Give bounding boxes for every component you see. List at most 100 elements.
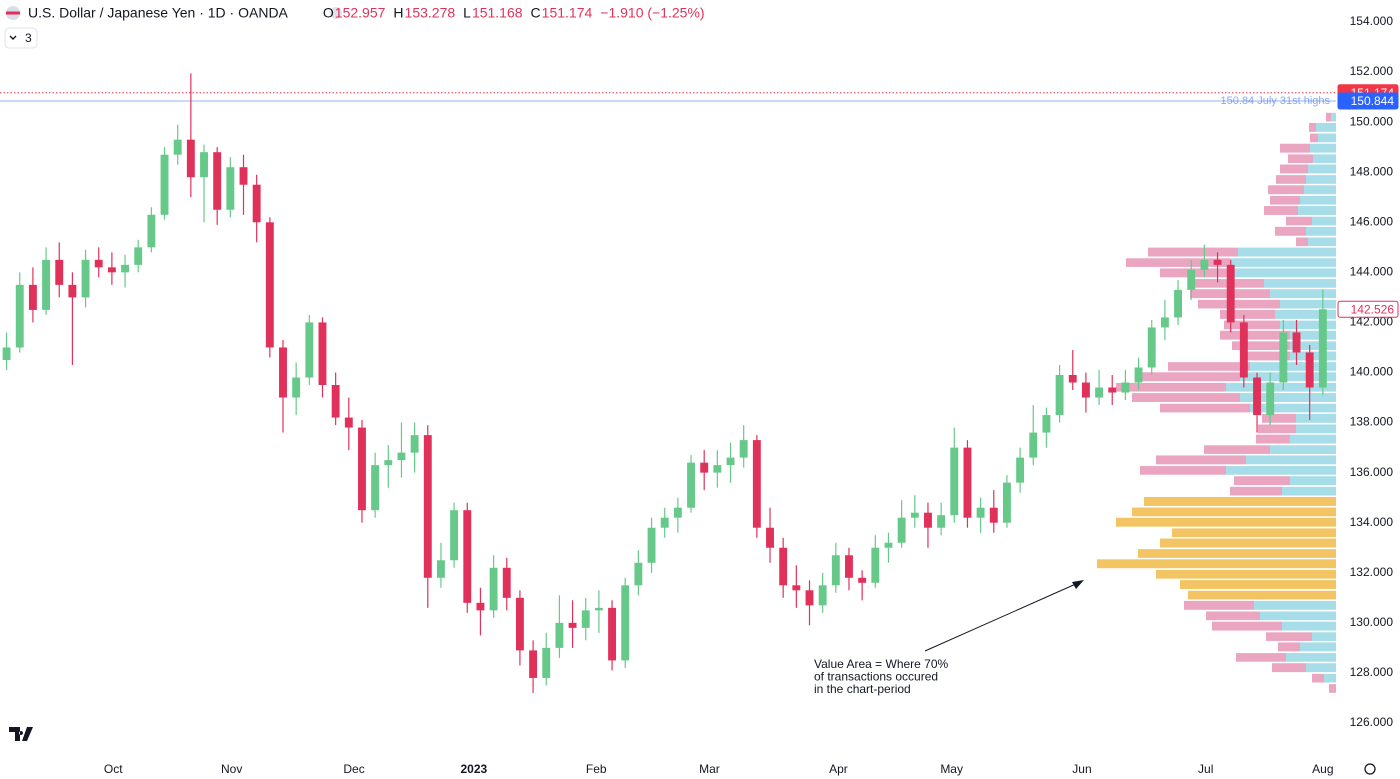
settings-icon[interactable] [1364,763,1376,775]
annotation-text: Value Area = Where 70% [814,657,949,671]
candle-body [963,447,972,518]
candle-body [292,377,301,398]
profile-down [1172,528,1254,538]
x-tick-label: Jun [1072,762,1091,776]
profile-down [1144,496,1240,506]
candle-body [1016,457,1025,483]
candle-body [871,547,880,583]
candle-body [660,517,669,528]
candle-body [687,462,695,508]
profile-up [1312,632,1336,641]
profile-down [1126,258,1230,267]
candle-body [700,462,709,473]
profile-up [1324,673,1336,683]
candle-body [186,139,195,178]
profile-up [1290,341,1336,351]
candle-body [542,647,551,678]
profile-down [1220,309,1275,319]
tradingview-logo[interactable] [9,727,33,741]
candle-body [450,510,459,561]
profile-up [1282,486,1336,496]
candle-body [608,607,617,661]
candle-body [1292,332,1301,353]
profile-up [1230,258,1336,267]
candle-body [1200,259,1209,270]
price-plot: 150.84 July 31st highs [0,73,1336,693]
candle-body [568,622,577,628]
candle-body [107,267,116,273]
candle-body [384,460,393,466]
profile-up [1238,247,1336,257]
profile-up [1275,309,1336,319]
candle-body [1266,382,1275,416]
profile-down [1184,600,1254,610]
x-tick-label: May [940,762,963,776]
candle-body [594,607,603,611]
profile-up [1234,507,1336,517]
candle-body [265,222,274,348]
candle-body [1239,322,1248,378]
candle-body [779,547,788,586]
ohlc-value: 152.957 [335,5,386,21]
profile-up [1248,538,1336,548]
profile-up [1264,279,1336,288]
candle-body [752,440,761,528]
profile-down [1168,362,1250,371]
y-tick-label: 152.000 [1350,64,1394,78]
profile-down [1312,673,1324,683]
profile-down [1236,653,1286,662]
candle-body [845,555,853,578]
profile-down [1256,434,1290,444]
profile-down [1160,538,1248,548]
candle-body [279,347,287,398]
profile-down [1258,424,1296,434]
candle-body [989,507,998,523]
x-tick-label: Mar [699,762,720,776]
candle-body [621,585,630,661]
candle-body [239,167,248,185]
profile-down [1240,351,1290,361]
candle-body [121,264,129,273]
y-tick-label: 140.000 [1350,365,1394,379]
candle-body [581,610,590,628]
profile-up [1226,382,1336,392]
annotation-text: in the chart-period [814,682,911,696]
candle-body [423,435,432,578]
candle-body [81,259,90,298]
candle-body [15,284,24,348]
ohlc-label: H [393,5,403,21]
profile-up [1226,517,1336,527]
profile-down [1272,663,1306,673]
profile-down [1204,445,1270,454]
candle-body [213,152,222,210]
profile-down [1296,237,1308,247]
y-tick-label: 146.000 [1350,214,1394,228]
profile-down [1156,569,1246,579]
profile-up [1290,330,1336,340]
profile-down [1310,133,1318,143]
x-tick-label: 2023 [461,762,488,776]
profile-up [1232,268,1336,278]
y-tick-label: 134.000 [1350,515,1394,529]
candle-body [28,284,37,310]
candle-body [726,457,735,466]
candle-body [1187,269,1196,290]
indicator-toggle[interactable] [4,27,38,49]
candle-body [673,507,682,518]
ohlc-value: 151.168 [472,5,523,21]
x-tick-label: Dec [343,762,364,776]
profile-up [1246,569,1336,579]
profile-up [1226,466,1336,475]
profile-down [1116,517,1226,527]
profile-down [1275,226,1306,236]
profile-up [1313,154,1336,164]
profile-up [1308,164,1336,174]
candle-body [950,447,959,516]
candle-body [1279,332,1288,383]
candle-body [502,567,511,598]
candle-body [647,527,656,563]
profile-down [1116,382,1226,392]
profile-down [1309,122,1316,132]
candle-body [2,347,11,360]
y-tick-label: 154.000 [1350,14,1394,28]
